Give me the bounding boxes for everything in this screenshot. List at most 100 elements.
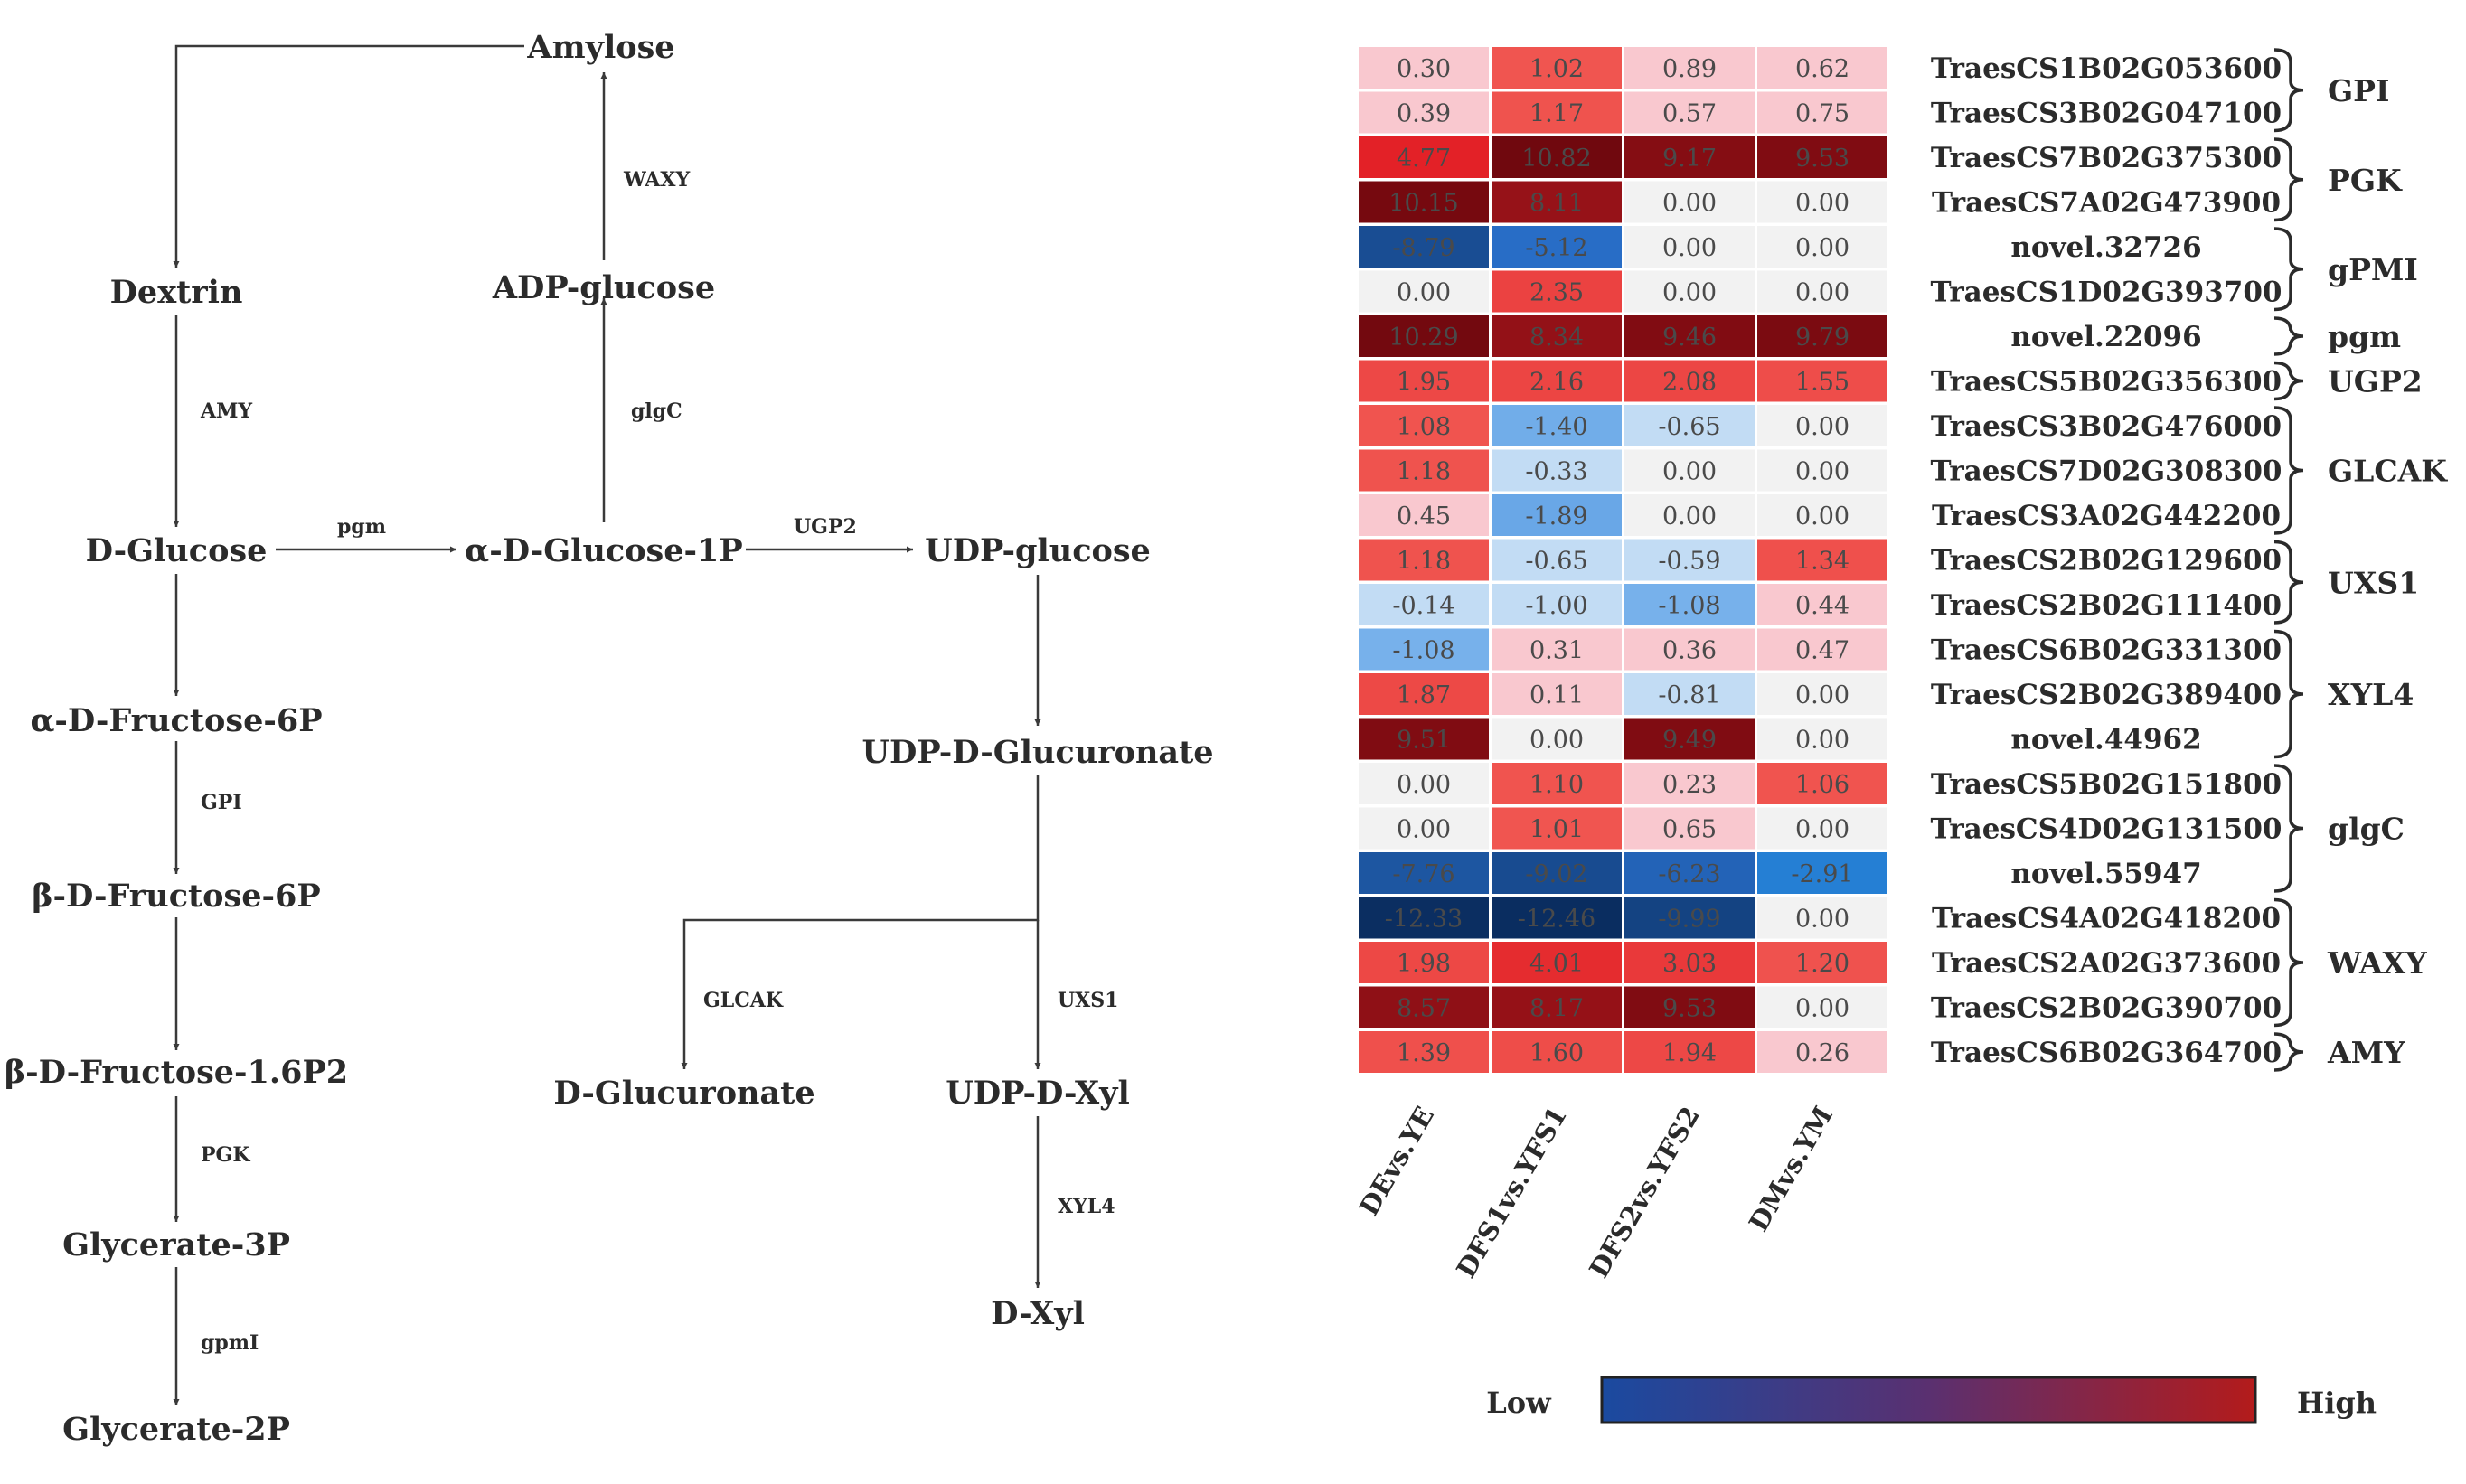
heatmap-cell-value: 8.17 (1529, 995, 1584, 1023)
heatmap-cell-value: -9.99 (1658, 906, 1720, 934)
enzyme-label-glcak: GLCAK (703, 989, 784, 1012)
heatmap-cell-value: -1.08 (1392, 637, 1454, 665)
column-label: DEvs.YE (1353, 1102, 1440, 1221)
heatmap-cell (1492, 897, 1622, 939)
gene-label: TraesCS2A02G373600 (1932, 947, 2281, 980)
group-label: AMY (2327, 1035, 2405, 1070)
heatmap-cell (1757, 807, 1887, 850)
heatmap-cell (1624, 360, 1755, 402)
heatmap-cell (1757, 628, 1887, 671)
heatmap-cell-value: 0.31 (1529, 637, 1584, 665)
heatmap-cell (1359, 360, 1489, 402)
gene-label: TraesCS1D02G393700 (1931, 277, 2282, 309)
heatmap-cell-value: 0.39 (1397, 100, 1451, 128)
heatmap-cell-value: 0.00 (1795, 727, 1850, 755)
heatmap-cell-value: 1.17 (1529, 100, 1584, 128)
heatmap-cell-value: -12.46 (1518, 906, 1595, 934)
node-b-d-fructose-16p2: β-D-Fructose-1.6P2 (5, 1054, 348, 1091)
enzyme-label-uxs1: UXS1 (1058, 989, 1118, 1012)
legend-high-label: High (2297, 1385, 2377, 1420)
node-glycerate-3p: Glycerate-3P (62, 1226, 290, 1263)
group-label: GLCAK (2328, 454, 2448, 489)
heatmap-cell (1492, 47, 1622, 89)
heatmap-cell-value: 0.36 (1662, 637, 1717, 665)
heatmap-cell (1624, 1031, 1755, 1073)
heatmap-cell-value: 0.45 (1397, 502, 1451, 531)
node-dextrin: Dextrin (110, 274, 243, 311)
heatmap-cell (1757, 897, 1887, 939)
heatmap-cell (1359, 270, 1489, 313)
heatmap-cell-value: 3.03 (1662, 950, 1717, 978)
heatmap-cell (1359, 539, 1489, 581)
heatmap-cell (1359, 584, 1489, 625)
gene-label: TraesCS2B02G390700 (1931, 992, 2282, 1025)
heatmap-cell-value: 0.00 (1529, 727, 1584, 755)
pathway-diagram: Amylose Dextrin ADP-glucose D-Glucose α-… (5, 29, 1214, 1448)
heatmap-cell-value: 0.00 (1397, 279, 1451, 307)
node-adp-glucose: ADP-glucose (492, 269, 715, 306)
heatmap-cell-value: 0.00 (1397, 771, 1451, 799)
heatmap-cell (1492, 539, 1622, 581)
group-label: GPI (2328, 73, 2389, 108)
node-udp-d-glucuronate: UDP-D-Glucuronate (861, 734, 1213, 771)
gene-label: TraesCS5B02G356300 (1931, 366, 2282, 399)
heatmap-cell (1492, 628, 1622, 671)
heatmap-cell-value: 1.02 (1529, 55, 1584, 83)
gene-label: novel.22096 (2010, 321, 2201, 353)
group-brace (2273, 406, 2304, 535)
node-udp-d-xyl: UDP-D-Xyl (946, 1075, 1130, 1112)
heatmap-cell-value: 8.57 (1397, 995, 1451, 1023)
heatmap-cell (1624, 986, 1755, 1028)
node-a-d-fructose-6p: α-D-Fructose-6P (30, 702, 322, 739)
gene-label: TraesCS2B02G111400 (1931, 589, 2282, 622)
gene-label: novel.55947 (2010, 858, 2201, 890)
heatmap-cell-value: 2.35 (1529, 279, 1584, 307)
enzyme-label-gpmi: gpmI (201, 1331, 259, 1355)
heatmap-cell (1757, 1031, 1887, 1073)
heatmap-cell (1757, 47, 1887, 89)
heatmap-cell-value: 10.82 (1521, 145, 1591, 173)
heatmap-cell-value: 0.57 (1662, 100, 1717, 128)
group-label: gPMI (2328, 252, 2418, 287)
heatmap-cell-value: 0.23 (1662, 771, 1717, 799)
node-d-glucuronate: D-Glucuronate (553, 1075, 814, 1112)
heatmap-cell-value: -0.59 (1658, 548, 1720, 576)
heatmap-cell-value: 0.00 (1795, 279, 1850, 307)
enzyme-label-pgk: PGK (201, 1143, 250, 1167)
heatmap-cell-value: 0.11 (1529, 681, 1584, 709)
heatmap-cell-value: 0.00 (1795, 458, 1850, 486)
heatmap-cell (1492, 807, 1622, 850)
group-label: UGP2 (2328, 364, 2423, 399)
heatmap-cell (1492, 1031, 1622, 1073)
column-label: DFS2vs.YFS2 (1583, 1102, 1706, 1283)
group-brace (2273, 897, 2304, 1028)
heatmap-cell (1757, 405, 1887, 446)
group-label: UXS1 (2328, 565, 2419, 600)
heatmap-cell-value: 1.20 (1795, 950, 1850, 978)
group-brace (2273, 540, 2304, 625)
enzyme-label-pgm: pgm (337, 515, 386, 539)
heatmap-cell (1624, 315, 1755, 357)
group-label: pgm (2328, 319, 2401, 354)
heatmap-cell-value: 0.00 (1795, 502, 1850, 531)
heatmap-cell-value: 0.00 (1795, 681, 1850, 709)
group-brace (2273, 227, 2304, 312)
heatmap-cell (1757, 181, 1887, 223)
heatmap-cell-value: 2.08 (1662, 369, 1717, 397)
heatmap-cell (1359, 852, 1489, 894)
heatmap-cell-value: 0.00 (1662, 458, 1717, 486)
heatmap-cell (1359, 91, 1489, 134)
heatmap-cell (1359, 136, 1489, 178)
heatmap-cell-value: 0.65 (1662, 816, 1717, 844)
heatmap-cell (1624, 91, 1755, 134)
heatmap-cell (1624, 449, 1755, 492)
enzyme-label-amy: AMY (200, 399, 252, 423)
gene-label: novel.44962 (2010, 724, 2201, 756)
heatmap-cell (1757, 449, 1887, 492)
heatmap-cell-value: 1.55 (1795, 369, 1850, 397)
heatmap-cell (1492, 718, 1622, 760)
heatmap-cell-value: 9.53 (1795, 145, 1850, 173)
gene-label: TraesCS7A02G473900 (1932, 187, 2281, 220)
heatmap-cell (1359, 181, 1489, 223)
